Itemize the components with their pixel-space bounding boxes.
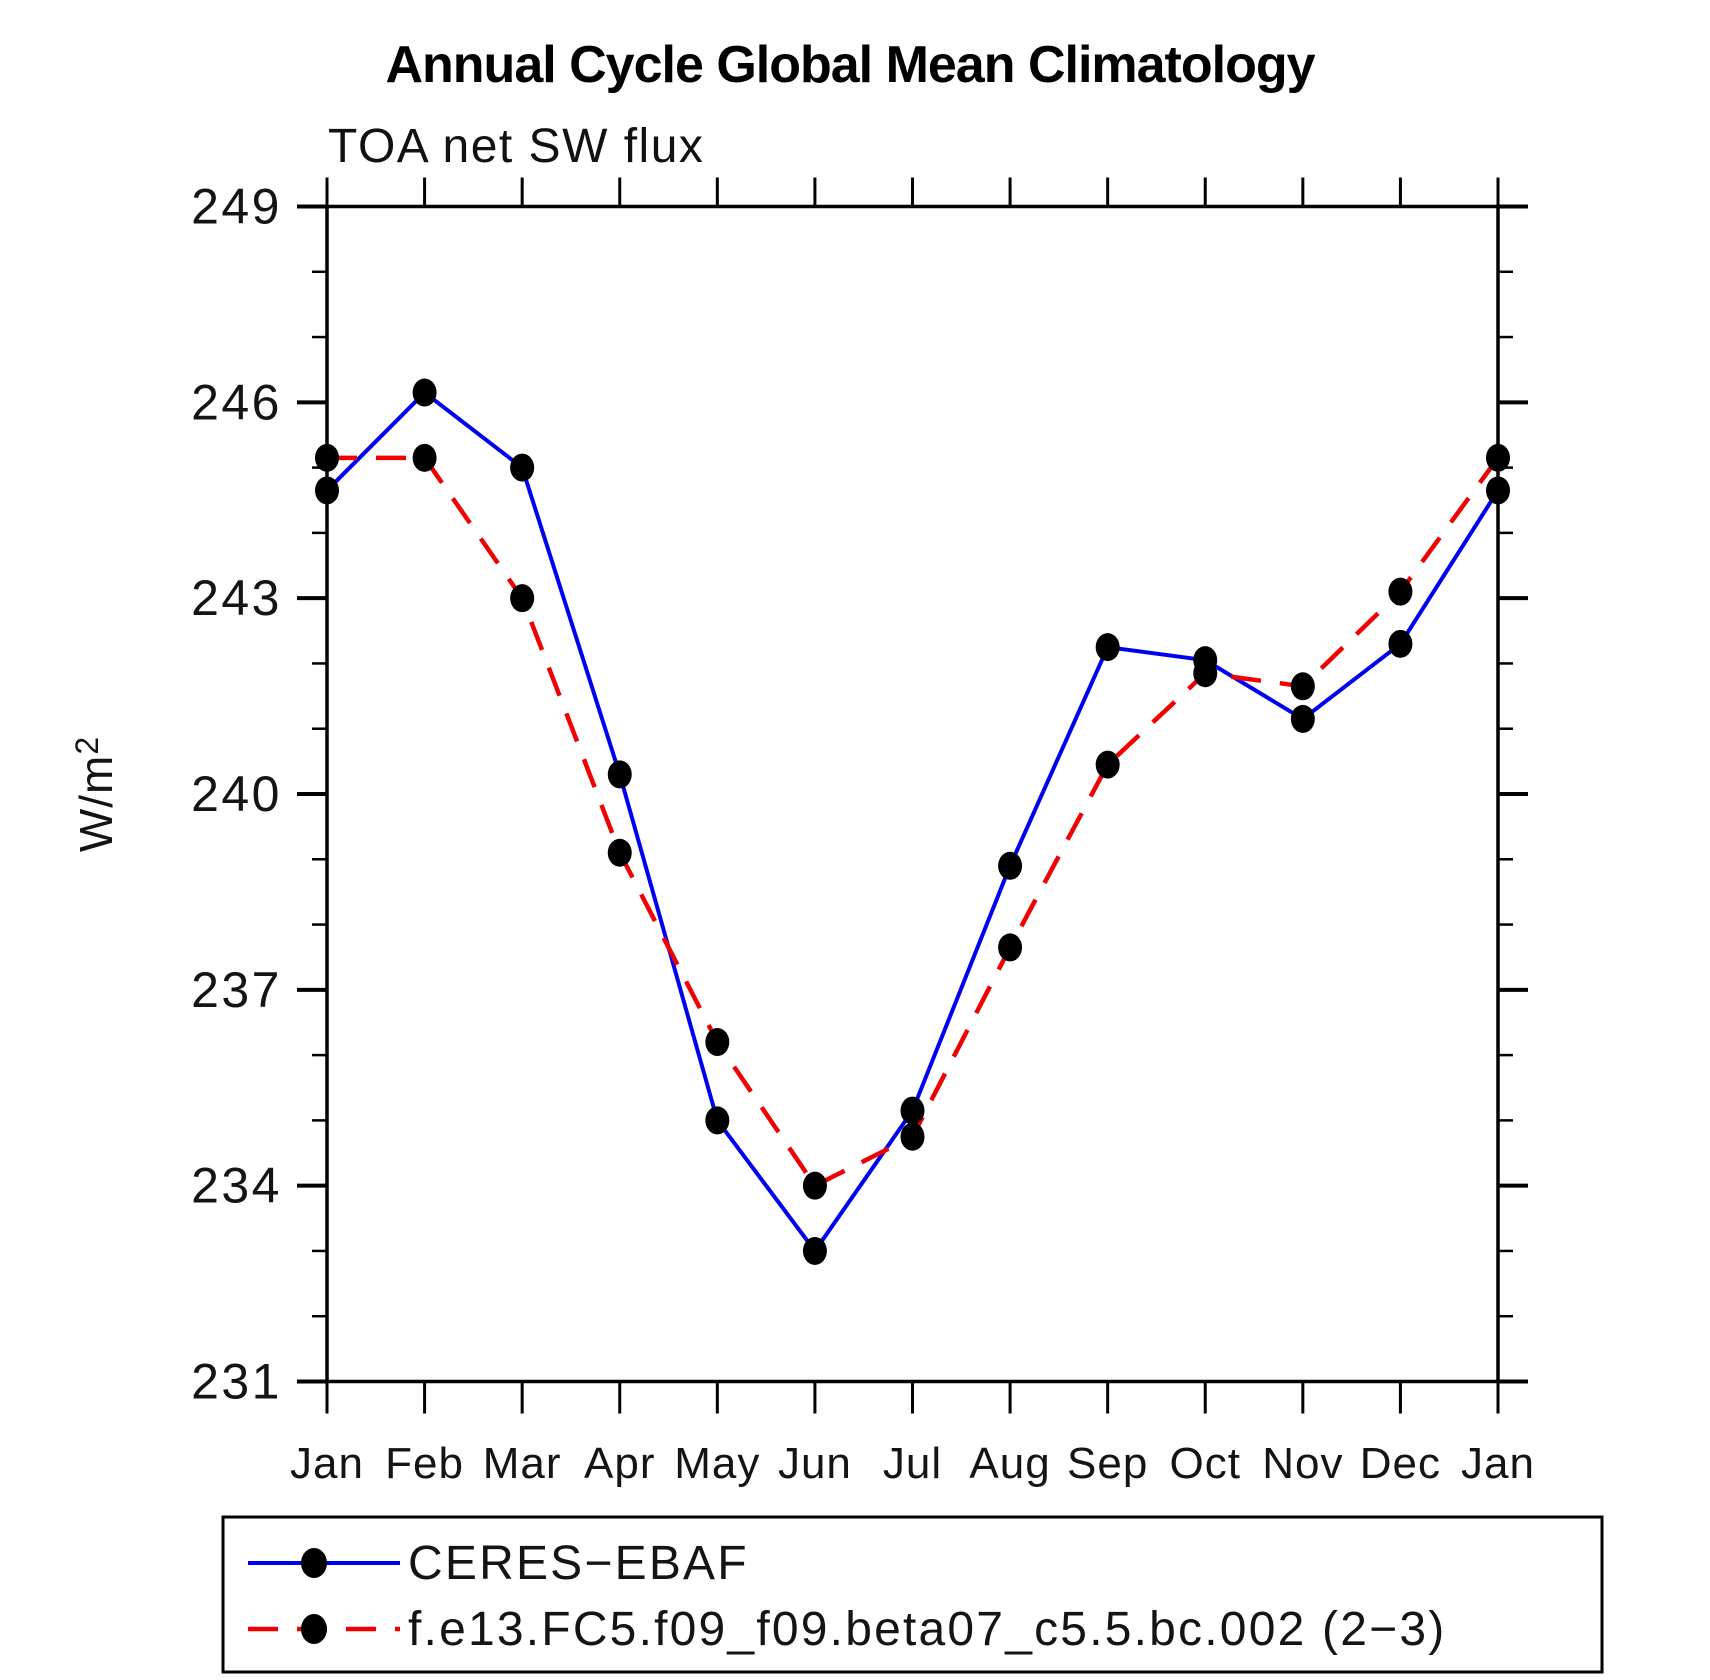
y-axis-title: W/m2 [69, 736, 122, 852]
x-tick-label: Sep [1067, 1439, 1148, 1488]
y-tick-label: 249 [191, 179, 282, 235]
x-tick-label: Jun [778, 1439, 852, 1488]
data-point [1095, 750, 1120, 779]
x-tick-label: May [674, 1439, 760, 1488]
y-tick-label: 240 [191, 766, 282, 822]
data-point-markers [315, 378, 1510, 1265]
data-point [607, 760, 632, 789]
series-line-1 [327, 455, 1500, 1189]
legend-box [221, 1515, 1604, 1674]
legend-marker-model-icon [301, 1614, 327, 1644]
data-point [315, 443, 339, 472]
x-tick-label: Aug [969, 1439, 1050, 1488]
data-point [998, 851, 1023, 880]
data-point [412, 443, 437, 472]
chart-title: Annual Cycle Global Mean Climatology [385, 36, 1315, 94]
x-tick-label: Oct [1170, 1439, 1241, 1488]
x-tick-label: Apr [584, 1439, 655, 1488]
legend-label-model: f.e13.FC5.f09_f09.beta07_c5.5.bc.002 (2−… [408, 1603, 1446, 1656]
y-tick-label: 237 [191, 962, 282, 1018]
y-tick-label: 231 [191, 1354, 282, 1410]
data-point [1193, 659, 1218, 688]
x-tick-label: Jan [1461, 1439, 1535, 1488]
data-point [1290, 672, 1315, 701]
legend: CERES−EBAF f.e13.FC5.f09_f09.beta07_c5.5… [221, 1515, 1604, 1674]
legend-label-obs: CERES−EBAF [408, 1537, 749, 1590]
data-point [412, 378, 437, 407]
y-axis-tick-labels: 231 234 237 240 243 246 249 [191, 179, 282, 1410]
axis-ticks [297, 177, 1528, 1414]
data-point [607, 838, 632, 867]
x-tick-label: Nov [1262, 1439, 1343, 1488]
data-point [510, 584, 535, 613]
x-tick-label: Mar [483, 1439, 562, 1488]
y-axis-title-exponent: 2 [69, 736, 105, 755]
data-point [1388, 629, 1413, 658]
data-point [802, 1171, 827, 1200]
data-point [1290, 704, 1315, 733]
plot-border [325, 204, 1500, 1384]
x-tick-label: Dec [1360, 1439, 1441, 1488]
legend-marker-obs-icon [301, 1548, 327, 1578]
x-tick-label: Jan [290, 1439, 364, 1488]
data-point [315, 476, 339, 505]
y-tick-label: 246 [191, 374, 282, 430]
chart-subtitle: TOA net SW flux [328, 120, 704, 173]
data-point [802, 1236, 827, 1265]
data-point [705, 1106, 730, 1135]
data-point [1486, 443, 1510, 472]
x-axis-tick-labels: Jan Feb Mar Apr May Jun Jul Aug Sep Oct Nov Dec Jan [290, 1439, 1535, 1488]
data-point [1486, 476, 1510, 505]
y-tick-label: 234 [191, 1158, 282, 1214]
data-point [1388, 577, 1413, 606]
data-point [510, 453, 535, 482]
data-point [1095, 633, 1120, 662]
x-tick-label: Jul [883, 1439, 942, 1488]
data-point [998, 933, 1023, 962]
y-axis-title-base: W/m [70, 755, 122, 853]
plot-frame [325, 204, 1500, 1384]
data-point [900, 1122, 925, 1151]
data-point [900, 1096, 925, 1125]
x-tick-label: Feb [385, 1439, 464, 1488]
data-point [705, 1028, 730, 1057]
y-tick-label: 243 [191, 570, 282, 626]
